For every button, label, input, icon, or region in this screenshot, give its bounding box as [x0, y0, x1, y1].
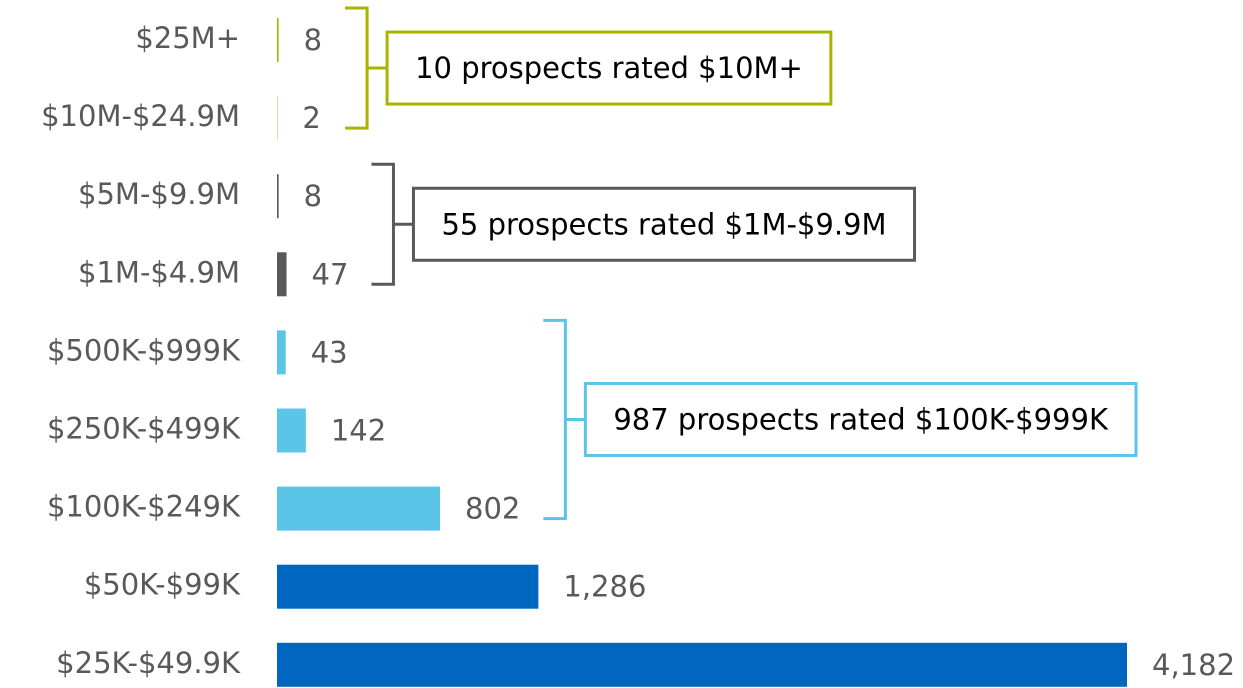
annotation-text: 55 prospects rated $1M-$9.9M	[441, 207, 886, 241]
value-label: 43	[311, 335, 348, 369]
annotation-box	[411, 186, 917, 262]
annotation-box	[385, 30, 833, 106]
category-label: $500K-$999K	[47, 333, 241, 367]
value-label: 802	[465, 492, 520, 526]
bar	[277, 174, 279, 219]
bar	[277, 18, 279, 62]
annotation-text: 10 prospects rated $10M+	[415, 51, 803, 85]
value-label: 47	[312, 257, 349, 291]
value-label: 8	[304, 179, 322, 213]
bar	[277, 252, 287, 297]
bar	[277, 330, 286, 375]
bracket	[371, 162, 414, 286]
bar	[277, 408, 306, 453]
category-label: $25M+	[135, 21, 240, 55]
category-label: $250K-$499K	[47, 412, 241, 446]
bar	[277, 486, 441, 531]
category-label: $5M-$9.9M	[78, 177, 240, 211]
bracket	[345, 6, 388, 130]
annotation-box	[583, 382, 1138, 457]
value-label: 2	[302, 101, 320, 135]
category-label: $25K-$49.9K	[56, 646, 241, 680]
bracket	[543, 318, 586, 521]
category-label: $50K-$99K	[84, 568, 241, 602]
bar	[277, 642, 1127, 687]
annotation-text: 987 prospects rated $100K-$999K	[613, 403, 1109, 437]
category-label: $1M-$4.9M	[78, 255, 240, 289]
value-label: 142	[331, 414, 386, 448]
value-label: 8	[304, 23, 322, 57]
bar	[277, 564, 539, 609]
category-label: $100K-$249K	[47, 490, 241, 524]
value-label: 1,286	[563, 570, 646, 604]
value-label: 4,182	[1152, 648, 1235, 682]
category-label: $10M-$24.9M	[41, 99, 240, 133]
